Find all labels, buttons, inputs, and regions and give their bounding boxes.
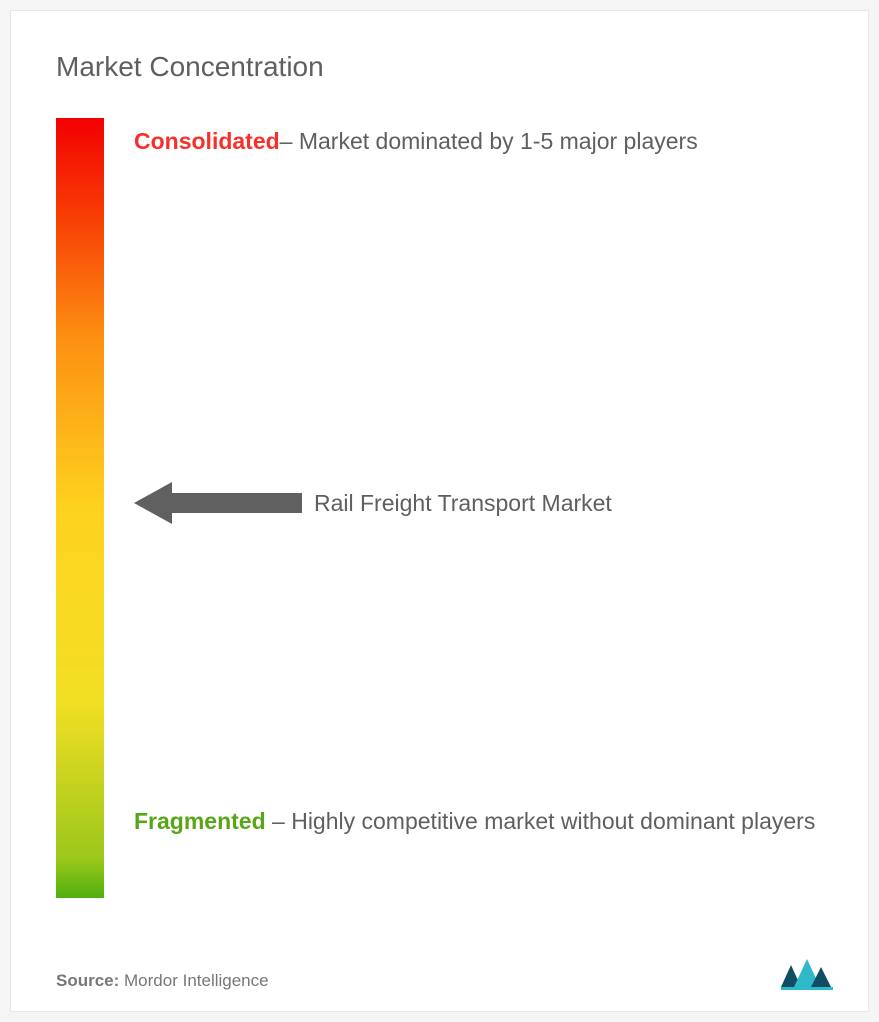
market-indicator: Rail Freight Transport Market bbox=[134, 478, 612, 528]
consolidated-description: Consolidated– Market dominated by 1-5 ma… bbox=[134, 118, 833, 164]
text-column: Consolidated– Market dominated by 1-5 ma… bbox=[104, 118, 833, 942]
fragmented-description: Fragmented – Highly competitive market w… bbox=[134, 798, 833, 844]
source-value: Mordor Intelligence bbox=[119, 971, 268, 990]
body-region: Consolidated– Market dominated by 1-5 ma… bbox=[56, 118, 833, 942]
source-label: Source: bbox=[56, 971, 119, 990]
concentration-gradient-bar bbox=[56, 118, 104, 898]
source-attribution: Source: Mordor Intelligence bbox=[56, 971, 269, 991]
market-name-label: Rail Freight Transport Market bbox=[314, 486, 612, 521]
brand-logo-icon bbox=[781, 957, 833, 991]
page-title: Market Concentration bbox=[56, 51, 833, 83]
consolidated-desc-text: – Market dominated by 1-5 major players bbox=[280, 128, 698, 154]
fragmented-desc-text: – Highly competitive market without domi… bbox=[266, 808, 816, 834]
infographic-container: Market Concentration Consolidated– Marke… bbox=[10, 10, 869, 1012]
footer: Source: Mordor Intelligence bbox=[56, 942, 833, 991]
arrow-left-icon bbox=[134, 478, 304, 528]
fragmented-label: Fragmented bbox=[134, 808, 266, 834]
consolidated-label: Consolidated bbox=[134, 128, 280, 154]
